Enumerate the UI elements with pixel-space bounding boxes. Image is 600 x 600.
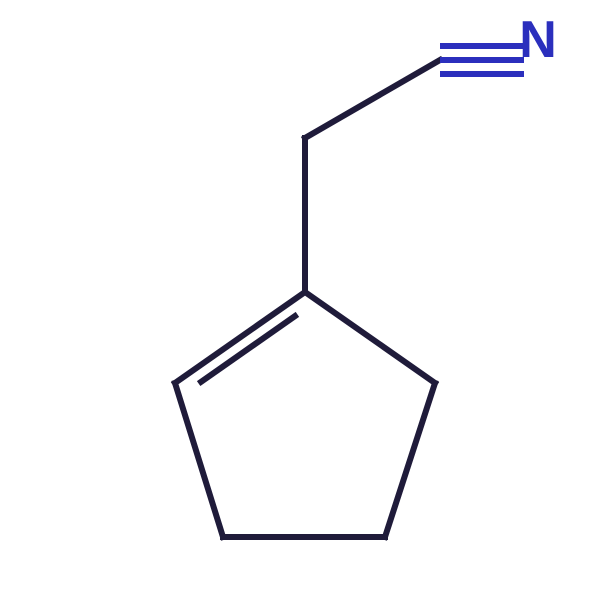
atom-label-n: N [519, 11, 557, 69]
bond-line [305, 292, 435, 383]
bond-line [385, 383, 435, 537]
bond-line [199, 314, 298, 383]
bond-line [175, 292, 305, 383]
bond-line [175, 383, 223, 537]
bond-line [305, 60, 440, 138]
molecule-diagram: N [0, 0, 600, 600]
